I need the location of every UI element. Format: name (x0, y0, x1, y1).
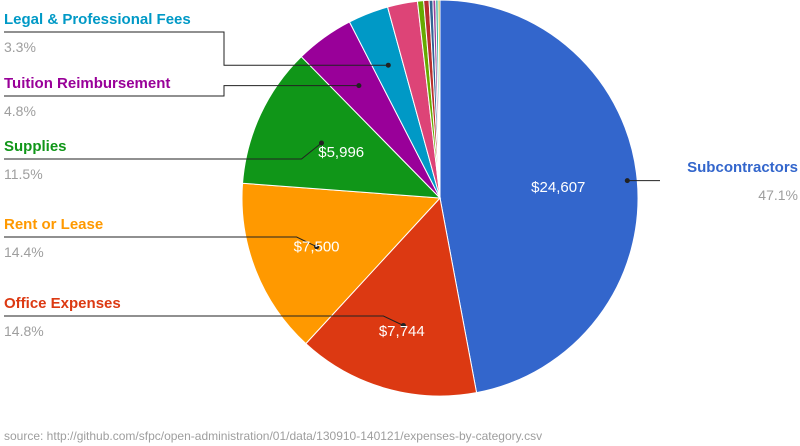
leader-lines (4, 31, 660, 328)
leader-dot-office-expenses (400, 323, 406, 328)
leader-line-legal-and-professional-fees (4, 31, 389, 66)
category-label-tuition-reimbursement: Tuition Reimbursement (4, 75, 170, 92)
leader-line-rent-or-lease (4, 236, 317, 248)
category-label-legal-and-professional-fees: Legal & Professional Fees (4, 11, 191, 28)
category-label-supplies: Supplies (4, 138, 67, 155)
leader-dot-rent-or-lease (314, 244, 320, 250)
value-label-rent-or-lease: $7,500 (294, 239, 340, 256)
leader-dot-tuition-reimbursement (356, 83, 362, 89)
slice-rent-or-lease (241, 182, 442, 345)
percent-label-tuition-reimbursement: 4.8% (4, 103, 36, 119)
value-label-subcontractors: $24,607 (531, 179, 585, 196)
leader-line-supplies (4, 142, 322, 160)
category-label-subcontractors: Subcontractors (687, 159, 798, 176)
slice-supplies (242, 55, 442, 199)
category-label-office-expenses: Office Expenses (4, 295, 121, 312)
pie-slices (241, 0, 639, 397)
source-note: source: http://github.com/sfpc/open-admi… (4, 429, 542, 443)
slice-subcontractors (439, 0, 639, 394)
leader-dot-supplies (319, 140, 324, 146)
leader-dot-legal-and-professional-fees (385, 62, 391, 68)
percent-label-office-expenses: 14.8% (4, 323, 44, 339)
leader-dot-subcontractors (624, 178, 630, 184)
slice-minor-12 (437, 0, 441, 199)
percent-label-subcontractors: 47.1% (758, 187, 798, 203)
percent-label-supplies: 11.5% (4, 166, 43, 182)
leader-line-office-expenses (4, 315, 404, 326)
leader-line-tuition-reimbursement (4, 85, 359, 97)
slice-office-expenses (305, 196, 478, 397)
percent-label-legal-and-professional-fees: 3.3% (4, 39, 36, 55)
value-label-supplies: $5,996 (318, 144, 364, 161)
value-label-office-expenses: $7,744 (379, 323, 425, 340)
category-label-rent-or-lease: Rent or Lease (4, 216, 103, 233)
pie-labels: $24,607 Subcontractors 47.1% $7,744 Office E… (4, 11, 798, 340)
percent-label-rent-or-lease: 14.4% (4, 244, 44, 260)
